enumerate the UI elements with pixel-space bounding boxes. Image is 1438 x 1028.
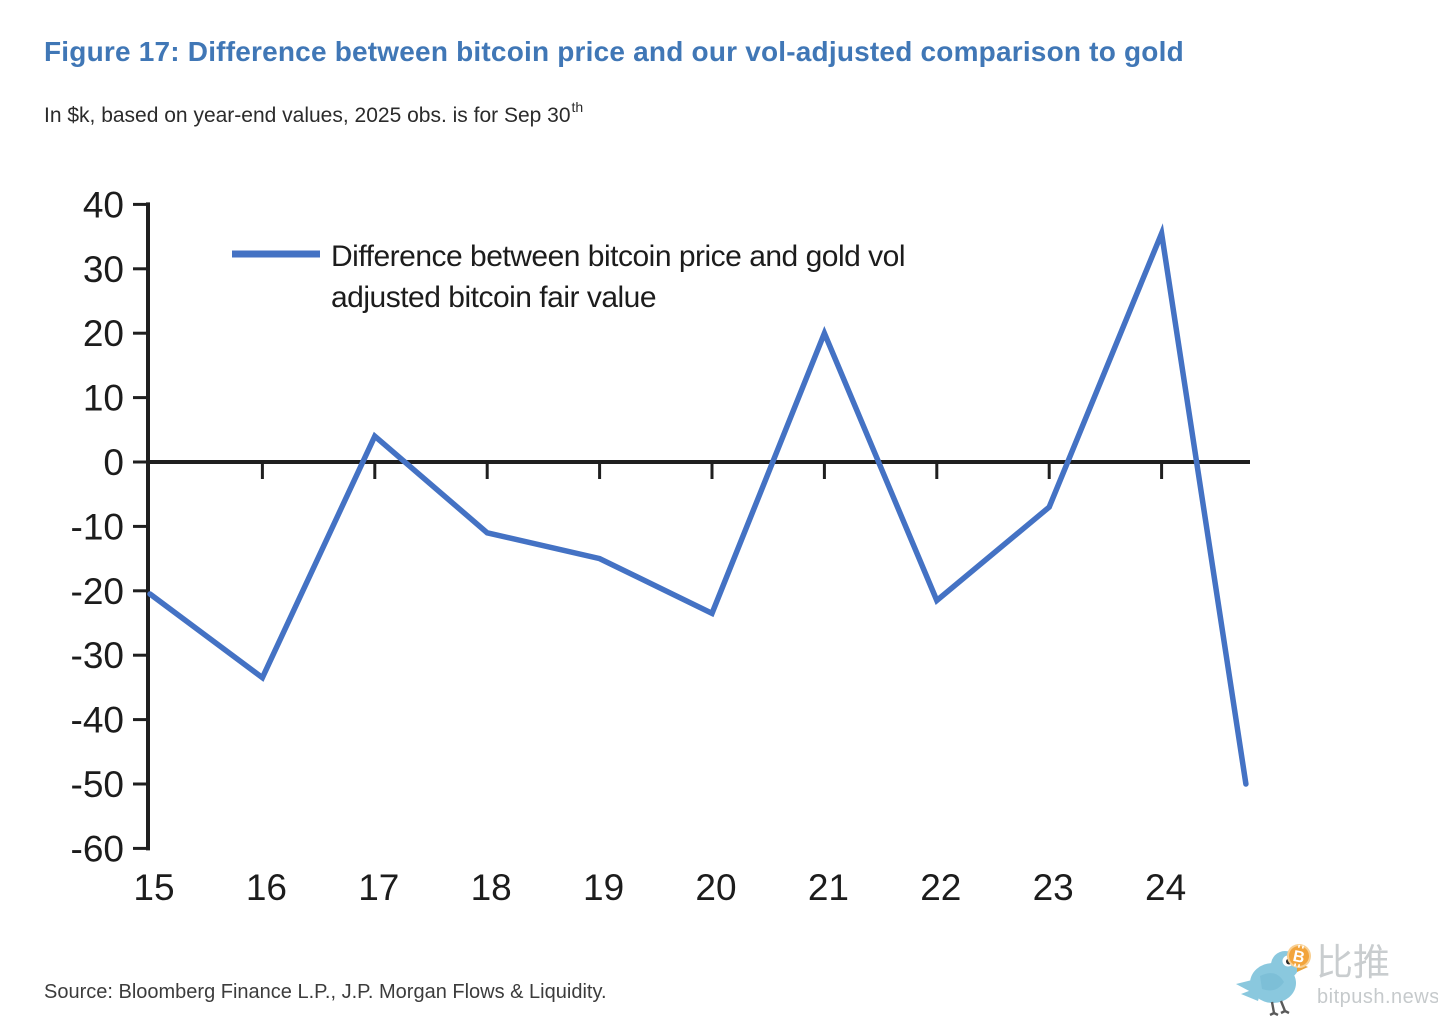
x-axis-tick-label: 24 (1145, 867, 1186, 908)
y-axis-tick-label: -50 (71, 764, 124, 805)
x-axis-tick-label: 18 (471, 867, 512, 908)
y-axis-tick-label: 0 (103, 442, 124, 483)
figure-subtitle-text: In $k, based on year-end values, 2025 ob… (44, 104, 571, 127)
y-axis-tick-label: -10 (71, 506, 124, 547)
x-axis-tick-label: 21 (808, 867, 849, 908)
bitpush-watermark: B 比推 bitpush.news (1232, 940, 1438, 1020)
watermark-domain: bitpush.news (1317, 986, 1438, 1008)
y-axis-tick-label: 30 (83, 249, 124, 290)
legend-label-line: adjusted bitcoin fair value (331, 281, 656, 314)
twitter-bird-icon: B (1236, 944, 1311, 1016)
watermark-brand: 比推 (1316, 942, 1390, 983)
x-axis-tick-label: 23 (1033, 867, 1074, 908)
figure-subtitle: In $k, based on year-end values, 2025 ob… (44, 99, 584, 128)
figure-subtitle-superscript: th (571, 99, 584, 115)
svg-text:B: B (1291, 948, 1306, 967)
y-axis-tick-label: -20 (71, 571, 124, 612)
x-axis-tick-label: 16 (246, 867, 287, 908)
y-axis-tick-label: 10 (83, 378, 124, 419)
difference-line-series (147, 223, 1249, 787)
legend-label-line: Difference between bitcoin price and gol… (331, 240, 905, 273)
y-axis-tick-label: -60 (71, 828, 124, 869)
bird-wing (1260, 973, 1284, 991)
bird-leg (1269, 1001, 1279, 1016)
x-axis-tick-label: 20 (695, 867, 736, 908)
y-axis-tick-label: -30 (71, 635, 124, 676)
source-note: Source: Bloomberg Finance L.P., J.P. Mor… (44, 981, 607, 1003)
bird-leg (1279, 1000, 1290, 1015)
y-axis-tick-label: -40 (71, 700, 124, 741)
x-axis-tick-label: 17 (358, 867, 399, 908)
y-axis-tick-label: 20 (83, 313, 124, 354)
x-axis-tick-label: 22 (920, 867, 961, 908)
y-axis-tick-label: 40 (83, 184, 124, 225)
figure-title: Figure 17: Difference between bitcoin pr… (44, 36, 1184, 67)
x-axis-tick-label: 15 (133, 867, 174, 908)
bitcoin-badge-icon: B (1287, 944, 1311, 968)
x-axis-tick-label: 19 (583, 867, 624, 908)
